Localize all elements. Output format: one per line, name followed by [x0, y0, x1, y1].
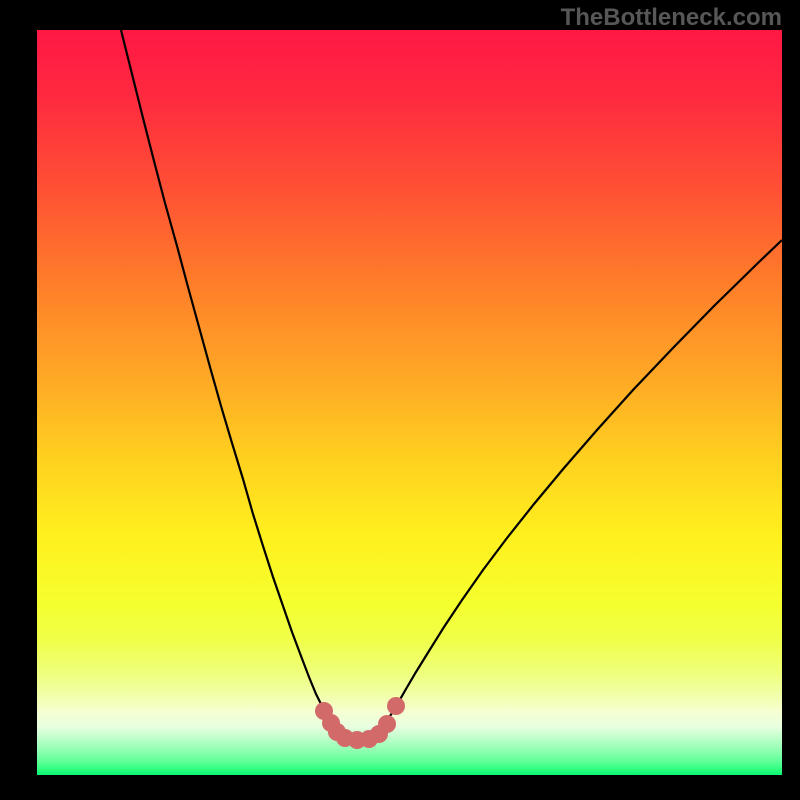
plot-area: [37, 30, 782, 775]
marker-dot: [387, 697, 405, 715]
watermark-text: TheBottleneck.com: [561, 4, 782, 32]
marker-group: [315, 697, 405, 749]
right-curve: [388, 240, 782, 719]
marker-dot: [378, 715, 396, 733]
left-curve: [121, 30, 330, 719]
chart-frame: TheBottleneck.com: [0, 0, 800, 800]
curve-layer: [37, 30, 782, 775]
